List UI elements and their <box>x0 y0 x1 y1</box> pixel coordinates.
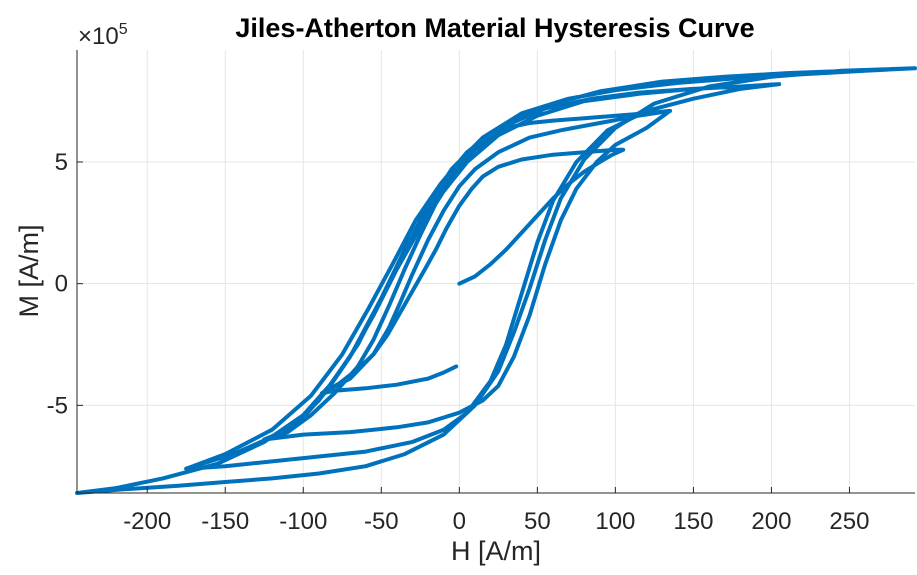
x-tick-label: 250 <box>829 508 869 535</box>
grid <box>77 50 915 493</box>
x-axis-label: H [A/m] <box>451 536 541 566</box>
y-multiplier: ×10 <box>78 23 119 50</box>
hysteresis-curve-segment-4 <box>75 66 917 495</box>
x-tick-label: -100 <box>279 508 327 535</box>
x-tick-label: 0 <box>453 508 466 535</box>
y-axis-exponent: ×105 <box>78 21 128 50</box>
x-tick-label: 50 <box>524 508 551 535</box>
y-tick-label: -5 <box>47 392 68 419</box>
x-tick-label: 200 <box>751 508 791 535</box>
x-tick-label: -150 <box>201 508 249 535</box>
x-tick-label: 100 <box>595 508 635 535</box>
y-tick-label: 0 <box>55 271 68 298</box>
plot-area <box>75 66 917 495</box>
axes: -200 -150 -100 -50 0 50 100 150 200 250-505 <box>47 50 915 535</box>
x-tick-label: -50 <box>364 508 399 535</box>
y-axis-label: M [A/m] <box>14 225 44 318</box>
y-exponent-value: 5 <box>119 21 128 38</box>
x-tick-label: -200 <box>123 508 171 535</box>
x-tick-label: 150 <box>673 508 713 535</box>
chart-title: Jiles-Atherton Material Hysteresis Curve <box>235 13 754 43</box>
y-tick-label: 5 <box>55 149 68 176</box>
